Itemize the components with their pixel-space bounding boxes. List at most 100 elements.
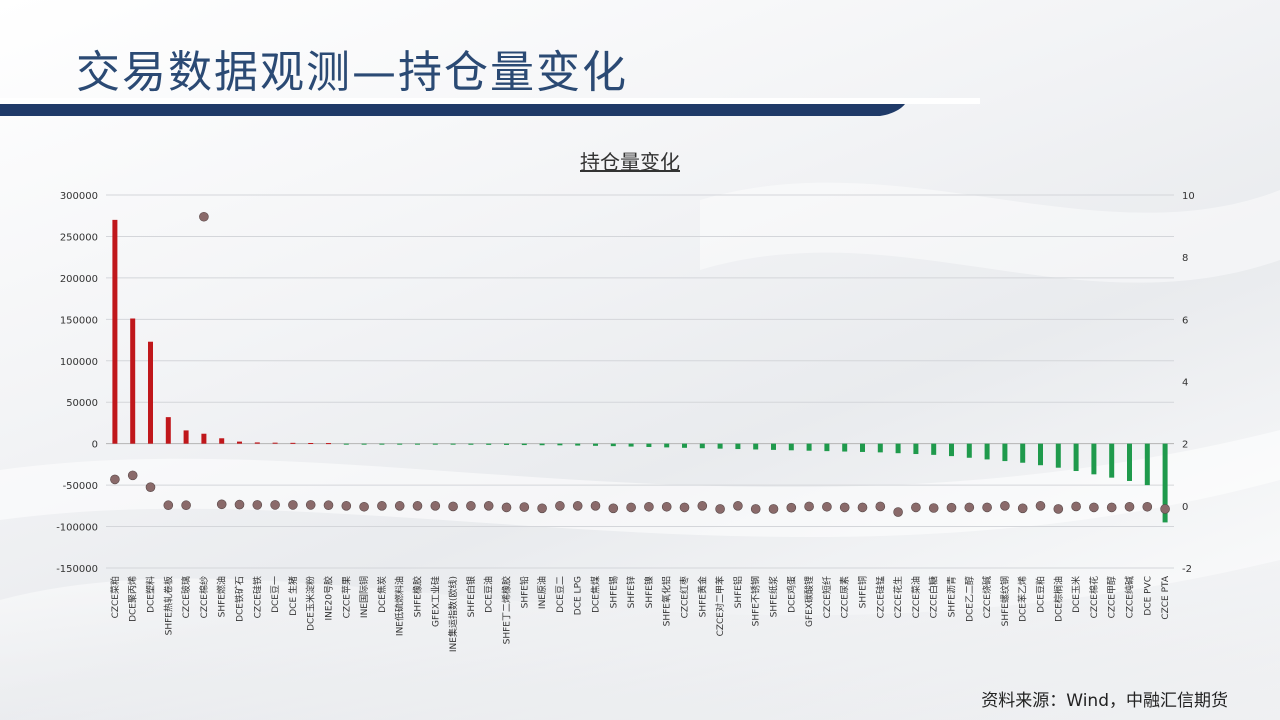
bar bbox=[148, 341, 153, 444]
y-axis-right: 10 8 6 4 2 0 -2 bbox=[1182, 191, 1195, 575]
y-tick-label: 200000 bbox=[60, 274, 98, 285]
bar bbox=[913, 443, 919, 455]
x-tick-label: DCE鸡蛋 bbox=[785, 576, 797, 613]
marker-point bbox=[305, 500, 316, 510]
x-tick-label: INE国际铜 bbox=[358, 576, 370, 618]
bar bbox=[753, 443, 759, 450]
marker-point bbox=[501, 502, 512, 513]
marker-point bbox=[1124, 501, 1135, 512]
x-tick-label: CZCE硅铁 bbox=[251, 576, 263, 618]
bar bbox=[254, 442, 260, 444]
bar bbox=[1091, 443, 1097, 475]
marker-point bbox=[145, 482, 156, 492]
bar bbox=[682, 443, 687, 448]
marker-point bbox=[216, 499, 227, 510]
marker-point bbox=[323, 500, 334, 511]
marker-point bbox=[234, 499, 245, 510]
bar bbox=[361, 443, 367, 445]
bar bbox=[1162, 443, 1168, 523]
x-tick-label: DCE玉米淀粉 bbox=[305, 576, 317, 631]
header-banner bbox=[0, 98, 980, 116]
x-tick-label: GFEX工业硅 bbox=[429, 576, 441, 627]
marker-point bbox=[1017, 503, 1028, 514]
x-tick-label: SHFE氧化铝 bbox=[661, 576, 673, 626]
bar bbox=[949, 443, 954, 457]
bar bbox=[1073, 443, 1079, 472]
bar bbox=[1020, 443, 1026, 463]
bar bbox=[984, 443, 990, 460]
marker-point bbox=[199, 211, 209, 222]
marker-point bbox=[750, 504, 761, 514]
bar bbox=[237, 441, 242, 444]
x-tick-label: CZCE棉纱 bbox=[198, 576, 210, 618]
marker-point bbox=[1142, 501, 1153, 512]
bar bbox=[326, 443, 331, 445]
marker-point bbox=[857, 502, 868, 513]
marker-point bbox=[697, 501, 708, 511]
marker-point bbox=[946, 502, 957, 513]
bar bbox=[931, 443, 937, 455]
bar bbox=[1109, 443, 1115, 478]
x-tick-label: INE原油 bbox=[536, 576, 548, 609]
bar bbox=[219, 438, 225, 444]
x-tick-label: SHFE燃油 bbox=[216, 576, 228, 617]
bar bbox=[806, 443, 812, 451]
x-tick-label: DCE豆二 bbox=[555, 576, 566, 613]
x-tick-label: CZCE甲醇 bbox=[1106, 576, 1118, 618]
marker-point bbox=[1106, 502, 1117, 513]
x-tick-label: GFEX碳酸锂 bbox=[803, 576, 815, 627]
x-tick-label: SHFE丁二烯橡胶 bbox=[501, 576, 513, 644]
x-tick-label: SHFE镍 bbox=[643, 576, 655, 608]
x-tick-label: CZCE菜粕 bbox=[109, 576, 121, 618]
marker-point bbox=[964, 502, 975, 513]
x-tick-label: DCE LPG bbox=[574, 576, 584, 615]
marker-point bbox=[181, 500, 191, 511]
x-tick-label: SHFE热轧卷板 bbox=[162, 576, 174, 635]
marker-point bbox=[644, 501, 654, 512]
y-tick-label: 250000 bbox=[60, 232, 98, 243]
y-tick-label: 0 bbox=[92, 440, 98, 451]
grid-lines bbox=[106, 194, 1174, 569]
bar bbox=[664, 443, 670, 448]
bar bbox=[1144, 443, 1150, 486]
x-tick-label: CZCE棉花 bbox=[1088, 576, 1100, 618]
x-tick-label: CZCE纯碱 bbox=[1124, 576, 1136, 618]
marker-point bbox=[982, 502, 992, 513]
x-tick-label: SHFE不锈钢 bbox=[750, 576, 762, 626]
x-tick-label: DCE玉米 bbox=[1070, 576, 1082, 613]
x-tick-label: SHFE铅 bbox=[518, 576, 530, 608]
marker-point bbox=[252, 500, 263, 510]
x-tick-label: INE低硫燃料油 bbox=[394, 576, 406, 636]
marker-point bbox=[1071, 501, 1081, 512]
bar bbox=[504, 443, 509, 445]
x-tick-label: CZCE对二甲苯 bbox=[714, 576, 726, 636]
y-tick-label: -150000 bbox=[56, 564, 98, 575]
marker-point bbox=[270, 500, 280, 510]
bar bbox=[646, 443, 652, 447]
marker-point bbox=[608, 503, 619, 514]
bar bbox=[699, 443, 705, 449]
y-axis-left: 300000 250000 200000 150000 100000 50000 0 -500… bbox=[56, 191, 98, 575]
marker-point bbox=[911, 502, 921, 513]
bar bbox=[450, 443, 456, 445]
bar bbox=[877, 443, 883, 453]
bar bbox=[165, 417, 171, 444]
x-tick-label: CZCE菜油 bbox=[910, 576, 922, 618]
y-tick-label: -50000 bbox=[63, 481, 98, 492]
x-tick-label: DCE苯乙烯 bbox=[1017, 576, 1029, 622]
bar bbox=[343, 443, 349, 445]
x-tick-label: CZCE玻璃 bbox=[180, 576, 192, 618]
x-tick-label: SHFE白银 bbox=[465, 576, 477, 617]
y2-tick-label: 10 bbox=[1182, 191, 1195, 202]
marker-point bbox=[377, 501, 387, 511]
x-tick-label: CZCE烧碱 bbox=[981, 576, 993, 618]
bar bbox=[468, 443, 474, 445]
bar bbox=[183, 430, 189, 444]
y2-tick-label: 4 bbox=[1182, 378, 1188, 389]
marker-point bbox=[519, 502, 530, 512]
marker-point bbox=[928, 503, 939, 513]
x-tick-label: CZCE短纤 bbox=[821, 576, 833, 618]
bar bbox=[557, 443, 563, 446]
marker-point bbox=[412, 501, 423, 511]
